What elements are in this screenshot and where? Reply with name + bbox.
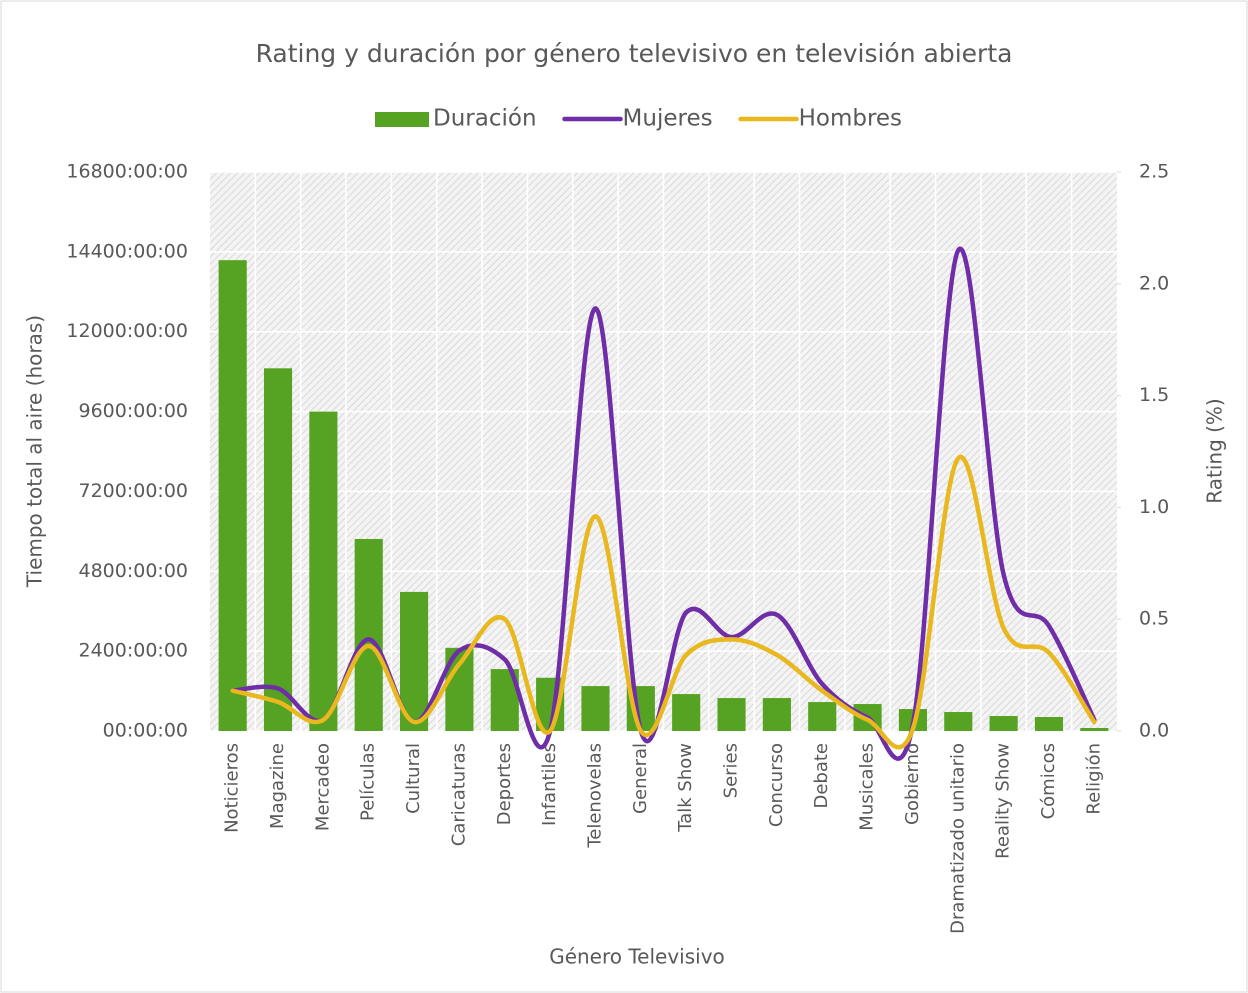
bar	[808, 702, 837, 731]
x-tick-label: Deportes	[494, 743, 515, 825]
x-axis-label: Género Televisivo	[549, 945, 725, 969]
y-tick-label: 14400:00:00	[66, 240, 188, 262]
x-tick-label: Mercadeo	[312, 743, 333, 831]
x-tick-label: Cultural	[403, 743, 424, 814]
x-tick-label: Cómicos	[1038, 743, 1059, 819]
legend: Duración Mujeres Hombres	[375, 106, 902, 132]
y-tick-label: 4800:00:00	[78, 560, 188, 582]
bar	[309, 411, 338, 731]
x-tick-label: Musicales	[857, 743, 878, 831]
y-axis-label: Tiempo total al aire (horas)	[23, 315, 47, 588]
x-tick-label: General	[630, 743, 651, 814]
x-tick-label: Concurso	[766, 743, 787, 827]
x-tick-label: Religión	[1083, 743, 1104, 815]
x-tick-label: Caricaturas	[448, 743, 469, 846]
bar	[989, 716, 1018, 731]
x-tick-label: Gobierno	[902, 743, 923, 825]
x-tick-label: Debate	[811, 743, 832, 809]
x-tick-label: Series	[721, 743, 742, 798]
chart-title: Rating y duración por género televisivo …	[256, 39, 1013, 68]
y-tick-label: 12000:00:00	[66, 320, 188, 342]
y2-tick-label: 1.0	[1139, 496, 1169, 518]
y-tick-label: 2400:00:00	[78, 640, 188, 662]
y-tick-label: 00:00:00	[103, 720, 188, 742]
bar	[944, 712, 973, 731]
x-tick-label: Noticieros	[222, 743, 243, 833]
y2-axis-label: Rating (%)	[1203, 398, 1227, 503]
legend-label: Mujeres	[623, 106, 713, 132]
x-tick-label: Dramatizado unitario	[947, 743, 968, 934]
bar	[672, 694, 701, 731]
y2-tick-label: 2.0	[1139, 272, 1169, 294]
bar	[717, 698, 746, 731]
bar	[354, 539, 383, 731]
bar	[1080, 728, 1109, 731]
y2-tick-label: 0.5	[1139, 608, 1169, 630]
y-tick-label: 16800:00:00	[66, 161, 188, 183]
y-tick-label: 9600:00:00	[78, 400, 188, 422]
bar	[218, 260, 247, 731]
x-tick-label: Películas	[358, 743, 379, 821]
x-tick-label: Talk Show	[675, 743, 696, 833]
y2-tick-label: 2.5	[1139, 161, 1169, 183]
x-tick-label: Telenovelas	[584, 743, 605, 849]
x-tick-label: Infantiles	[539, 743, 560, 826]
x-tick-label: Magazine	[267, 743, 288, 829]
legend-label: Duración	[433, 106, 537, 132]
legend-label: Hombres	[799, 106, 902, 132]
legend-swatch	[375, 112, 429, 127]
x-tick-label: Reality Show	[993, 743, 1014, 859]
bar	[263, 368, 293, 731]
y2-tick-label: 0.0	[1139, 720, 1169, 742]
y2-tick-label: 1.5	[1139, 384, 1169, 406]
bar	[1034, 717, 1064, 731]
bar	[581, 686, 610, 731]
line	[230, 454, 1097, 750]
bar	[762, 698, 791, 731]
y-tick-label: 7200:00:00	[78, 480, 188, 502]
